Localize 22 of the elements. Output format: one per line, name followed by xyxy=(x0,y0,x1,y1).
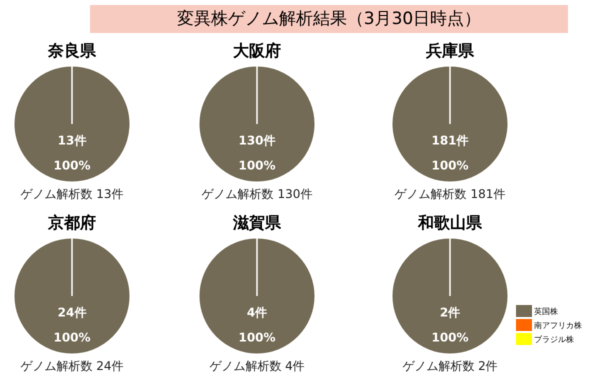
legend-label: 南アフリカ株 xyxy=(533,320,582,332)
chart-title: 大阪府 xyxy=(232,40,282,62)
chart-title: 兵庫県 xyxy=(425,40,475,62)
text: ゲノム解析数 4件 xyxy=(208,358,306,375)
data-label: 4件 100% xyxy=(238,305,276,344)
text: 変異株ゲノム解析結果（3月30日時点） xyxy=(90,5,568,33)
data-label: 130件 100% xyxy=(238,133,276,172)
legend-label: ブラジル株 xyxy=(533,334,575,346)
legend-label: 英国株 xyxy=(533,306,559,318)
text: ゲノム解析数 181件 xyxy=(394,186,506,203)
chart-title: 奈良県 xyxy=(46,40,97,62)
data-label: 24件 100% xyxy=(53,305,91,344)
text: ゲノム解析数 13件 xyxy=(19,186,125,203)
chart-title: 京都府 xyxy=(47,212,97,234)
text: ゲノム解析数 2件 xyxy=(401,358,499,375)
chart-title: 和歌山県 xyxy=(416,212,483,234)
data-label: 2件 100% xyxy=(431,305,469,344)
text: ゲノム解析数 24件 xyxy=(19,358,125,375)
data-label: 13件 100% xyxy=(53,133,91,172)
data-label: 181件 100% xyxy=(431,133,469,172)
chart-title: 滋賀県 xyxy=(232,212,282,234)
text: ゲノム解析数 130件 xyxy=(200,186,314,203)
